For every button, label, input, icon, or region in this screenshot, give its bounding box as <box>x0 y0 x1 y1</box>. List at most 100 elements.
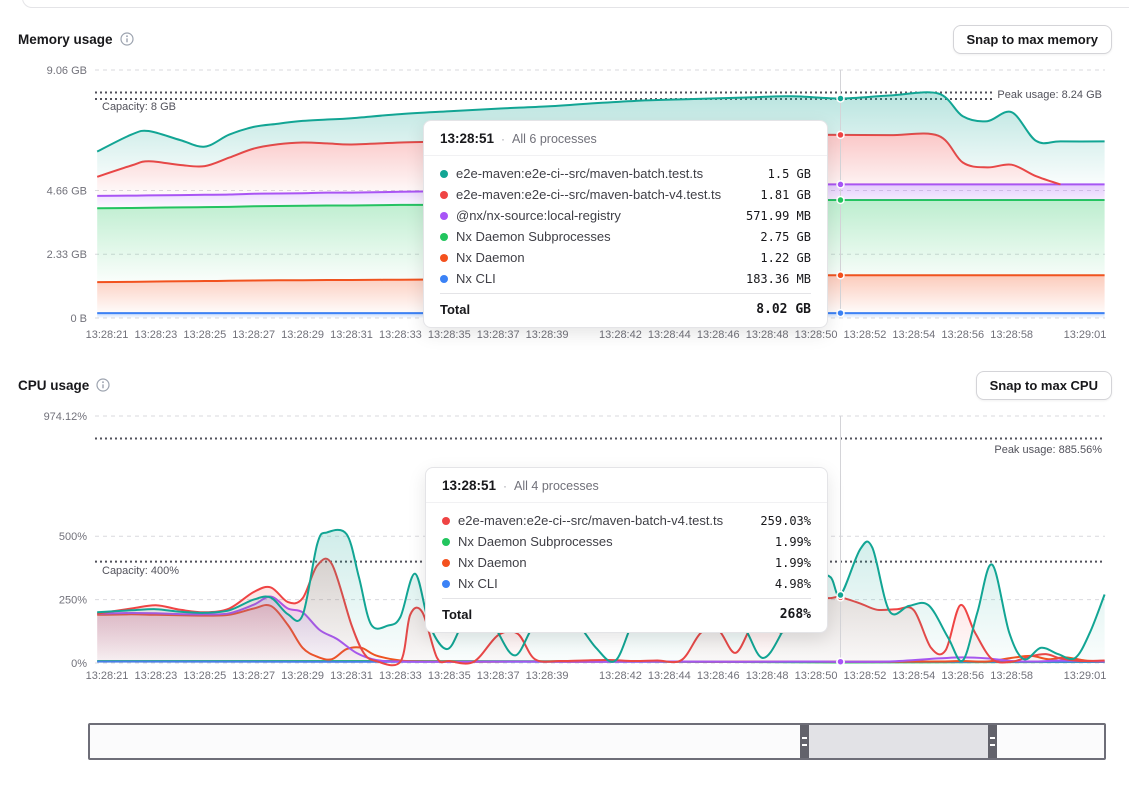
tooltip-rows: e2e-maven:e2e-ci--src/maven-batch.test.t… <box>424 156 827 291</box>
x-axis-tick-label: 13:28:39 <box>526 329 569 341</box>
process-name: e2e-maven:e2e-ci--src/maven-batch-v4.tes… <box>458 513 724 528</box>
tooltip-row: Nx CLI 183.36 MB <box>440 268 811 289</box>
process-value: 571.99 MB <box>745 208 811 223</box>
tooltip-row: Nx Daemon Subprocesses 2.75 GB <box>440 226 811 247</box>
brush-handle-left[interactable] <box>800 725 809 758</box>
x-axis-tick-label: 13:28:46 <box>697 329 740 341</box>
process-name: e2e-maven:e2e-ci--src/maven-batch.test.t… <box>456 166 704 181</box>
memory-section-header: Memory usage Snap to max memory <box>18 24 1112 54</box>
x-axis-tick-label: 13:28:52 <box>844 329 887 341</box>
tooltip-separator: · <box>501 131 506 146</box>
x-axis-tick-label: 13:28:25 <box>183 329 226 341</box>
x-axis-tick-label: 13:28:35 <box>428 329 471 341</box>
series-color-dot <box>442 579 450 588</box>
y-axis-label: 0 B <box>70 313 87 325</box>
x-axis-tick-label: 13:28:23 <box>134 670 177 682</box>
series-color-dot <box>440 274 448 283</box>
process-name: Nx Daemon Subprocesses <box>458 534 613 549</box>
tooltip-total-value: 268% <box>779 607 811 622</box>
process-value: 1.81 GB <box>760 187 811 202</box>
x-axis-tick-label: 13:28:33 <box>379 329 422 341</box>
top-card-edge <box>22 0 1129 8</box>
process-value: 4.98% <box>774 576 811 591</box>
x-axis-tick-label: 13:28:54 <box>892 670 935 682</box>
tooltip-row: @nx/nx-source:local-registry 571.99 MB <box>440 205 811 226</box>
y-axis-label: 2.33 GB <box>47 249 87 261</box>
crosshair-dot <box>836 657 845 666</box>
process-value: 1.22 GB <box>760 250 811 265</box>
x-axis-tick-label: 13:28:54 <box>892 329 935 341</box>
tooltip-row: e2e-maven:e2e-ci--src/maven-batch-v4.tes… <box>440 184 811 205</box>
tooltip-time: 13:28:51 <box>440 131 495 146</box>
x-axis-tick-label: 13:29:01 <box>1064 329 1107 341</box>
memory-tooltip: 13:28:51 · All 6 processes e2e-maven:e2e… <box>423 120 828 328</box>
crosshair-dot <box>836 590 845 600</box>
process-name: Nx Daemon <box>458 555 527 570</box>
tooltip-total-row: Total 268% <box>442 598 811 632</box>
y-axis-label: 500% <box>59 531 87 543</box>
snap-to-max-memory-button[interactable]: Snap to max memory <box>952 24 1112 54</box>
y-axis-label: 0% <box>71 658 87 670</box>
brush-grip-icon <box>802 737 807 746</box>
x-axis-tick-label: 13:28:21 <box>86 670 129 682</box>
series-line <box>96 91 1105 153</box>
y-axis-label: 974.12% <box>44 411 88 423</box>
process-name: Nx CLI <box>458 576 498 591</box>
x-axis-tick-label: 13:28:46 <box>697 670 740 682</box>
crosshair-dot <box>836 130 845 140</box>
x-axis-tick-label: 13:28:31 <box>330 670 373 682</box>
tooltip-header: 13:28:51 · All 6 processes <box>424 121 827 156</box>
brush-handle-right[interactable] <box>988 725 997 758</box>
series-color-dot <box>442 516 450 525</box>
tooltip-row: Nx CLI 4.98% <box>442 573 811 594</box>
x-axis-tick-label: 13:28:56 <box>941 329 984 341</box>
tooltip-total-value: 8.02 GB <box>756 302 811 317</box>
x-axis-tick-label: 13:28:25 <box>183 670 226 682</box>
crosshair-dot <box>836 180 845 189</box>
x-axis-tick-label: 13:28:48 <box>746 670 789 682</box>
tooltip-total-label: Total <box>442 607 473 622</box>
info-icon[interactable] <box>119 32 134 46</box>
x-axis-tick-label: 13:28:50 <box>795 670 838 682</box>
tooltip-row: Nx Daemon Subprocesses 1.99% <box>442 531 811 552</box>
series-line <box>97 528 1106 663</box>
crosshair-dot <box>836 94 845 103</box>
process-value: 1.5 GB <box>767 166 811 181</box>
process-value: 1.99% <box>774 555 811 570</box>
memory-peak-label: Peak usage: 8.24 GB <box>994 88 1105 102</box>
x-axis-tick-label: 13:28:27 <box>232 329 275 341</box>
cpu-peak-label: Peak usage: 885.56% <box>991 443 1105 457</box>
memory-usage-title-text: Memory usage <box>18 31 113 47</box>
series-color-dot <box>442 558 450 567</box>
timeline-brush-track[interactable] <box>88 723 1106 760</box>
tooltip-subtitle: All 4 processes <box>514 478 599 493</box>
x-axis-tick-label: 13:28:48 <box>746 329 789 341</box>
tooltip-row: e2e-maven:e2e-ci--src/maven-batch.test.t… <box>440 163 811 184</box>
x-axis-tick-label: 13:28:37 <box>477 670 520 682</box>
x-axis-tick-label: 13:28:42 <box>599 329 642 341</box>
x-axis-tick-label: 13:28:29 <box>281 670 324 682</box>
tooltip-header: 13:28:51 · All 4 processes <box>426 468 827 503</box>
tooltip-row: e2e-maven:e2e-ci--src/maven-batch-v4.tes… <box>442 510 811 531</box>
snap-to-max-cpu-button[interactable]: Snap to max CPU <box>975 370 1112 400</box>
timeline-brush-selection[interactable] <box>800 725 997 758</box>
x-axis-tick-label: 13:28:35 <box>428 670 471 682</box>
process-value: 183.36 MB <box>745 271 811 286</box>
info-icon[interactable] <box>96 378 110 392</box>
tooltip-row: Nx Daemon 1.22 GB <box>440 247 811 268</box>
y-axis-label: 4.66 GB <box>47 185 87 197</box>
cpu-chart-canvas[interactable]: 974.12% 500% 250% 0%13:28:21 13:28:23 13:28:2… <box>0 406 1129 690</box>
x-axis-tick-label: 13:28:33 <box>379 670 422 682</box>
x-axis-tick-label: 13:28:39 <box>526 670 569 682</box>
process-value: 1.99% <box>774 534 811 549</box>
tooltip-separator: · <box>503 478 508 493</box>
x-axis-tick-label: 13:28:58 <box>990 329 1033 341</box>
process-name: @nx/nx-source:local-registry <box>456 208 621 223</box>
memory-usage-title: Memory usage <box>18 32 134 47</box>
x-axis-tick-label: 13:28:29 <box>281 329 324 341</box>
series-color-dot <box>442 537 450 546</box>
tooltip-time: 13:28:51 <box>442 478 497 493</box>
brush-grip-icon <box>990 737 995 746</box>
x-axis-tick-label: 13:28:44 <box>648 670 691 682</box>
